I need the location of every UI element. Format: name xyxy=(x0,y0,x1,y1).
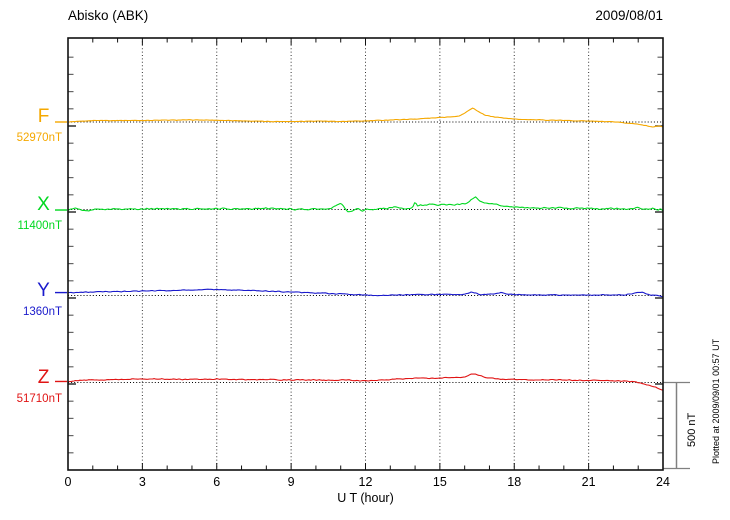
trace-X xyxy=(67,196,664,213)
scale-bar-label: 500 nT xyxy=(686,412,698,447)
series-label-Z: Z xyxy=(37,366,50,388)
x-tick-label-21: 21 xyxy=(581,475,596,489)
series-baseline-value-Y: 1360nT xyxy=(22,305,62,318)
plotted-at-note: Plotted at 2009/09/01 00:57 UT xyxy=(711,338,721,464)
observation-date: 2009/08/01 xyxy=(595,8,663,23)
trace-Y xyxy=(67,288,664,298)
series-label-F: F xyxy=(37,106,50,127)
x-axis-label: U T (hour) xyxy=(337,491,394,505)
trace-Z xyxy=(67,373,664,391)
series-baseline-value-Z: 51710nT xyxy=(16,392,62,405)
x-tick-label-6: 6 xyxy=(213,475,221,489)
x-tick-label-12: 12 xyxy=(358,475,373,489)
scale-bar xyxy=(663,381,690,470)
series-baseline-value-X: 11400nT xyxy=(17,219,62,232)
nt-ticks xyxy=(68,56,663,454)
x-tick-label-9: 9 xyxy=(287,475,295,489)
plot-frame xyxy=(67,37,664,471)
series-baseline-value-F: 52970nT xyxy=(16,132,62,144)
trace-F xyxy=(68,107,664,128)
x-tick-label-18: 18 xyxy=(507,475,522,489)
x-tick-label-24: 24 xyxy=(656,475,670,489)
station-title: Abisko (ABK) xyxy=(68,8,149,23)
x-tick-label-0: 0 xyxy=(64,475,72,489)
series-label-Y: Y xyxy=(37,279,50,301)
series-label-X: X xyxy=(37,193,50,215)
gridlines xyxy=(141,38,590,470)
x-tick-label-3: 3 xyxy=(138,475,146,489)
x-tick-label-15: 15 xyxy=(432,475,447,489)
